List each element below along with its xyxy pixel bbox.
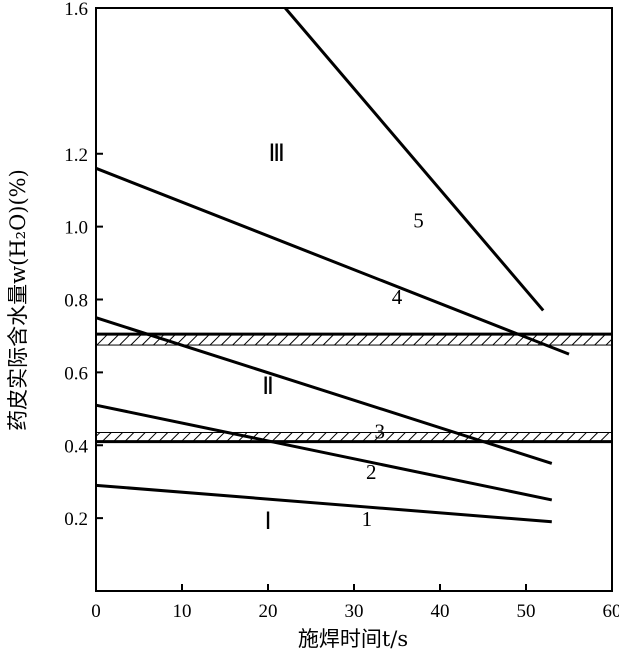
line-label: 5	[413, 208, 424, 232]
y-tick-label: 0.6	[64, 363, 88, 384]
x-tick-label: 40	[431, 601, 450, 622]
series-line-5	[284, 7, 545, 312]
series-line-4	[95, 166, 570, 356]
line-label: 2	[366, 460, 377, 484]
y-tick-label: 0.2	[64, 509, 88, 530]
x-tick-label: 0	[91, 601, 101, 622]
x-tick-label: 20	[259, 601, 278, 622]
region-label: Ⅱ	[262, 374, 274, 400]
plot-area: 0 10 20 30 40 50 60 0.2 0.4 0.6 0.8 1.0 1.2 1.6 Ⅰ Ⅱ Ⅲ 1 2 3…	[64, 0, 619, 622]
series-line-1	[95, 483, 552, 524]
y-tick-label: 1.0	[64, 218, 88, 239]
x-tick-label: 60	[603, 601, 619, 622]
y-tick-label: 1.6	[64, 0, 88, 20]
x-tick-label: 10	[173, 601, 192, 622]
x-tick-label: 50	[517, 601, 536, 622]
x-axis-label: 施焊时间t/s	[298, 627, 408, 651]
y-tick-label: 1.2	[64, 145, 88, 166]
series-line-2	[95, 403, 553, 502]
region-label: Ⅰ	[264, 509, 271, 535]
line-label: 3	[375, 420, 386, 444]
x-tick-label: 30	[345, 601, 364, 622]
y-axis-label: 药皮实际含水量w(H₂O)(%)	[6, 169, 30, 431]
series-line-3	[95, 316, 553, 465]
line-label: 4	[392, 285, 403, 309]
y-tick-label: 0.8	[64, 291, 88, 312]
line-label: 1	[362, 507, 373, 531]
y-tick-label: 0.4	[64, 436, 88, 457]
region-label: Ⅲ	[268, 141, 285, 167]
